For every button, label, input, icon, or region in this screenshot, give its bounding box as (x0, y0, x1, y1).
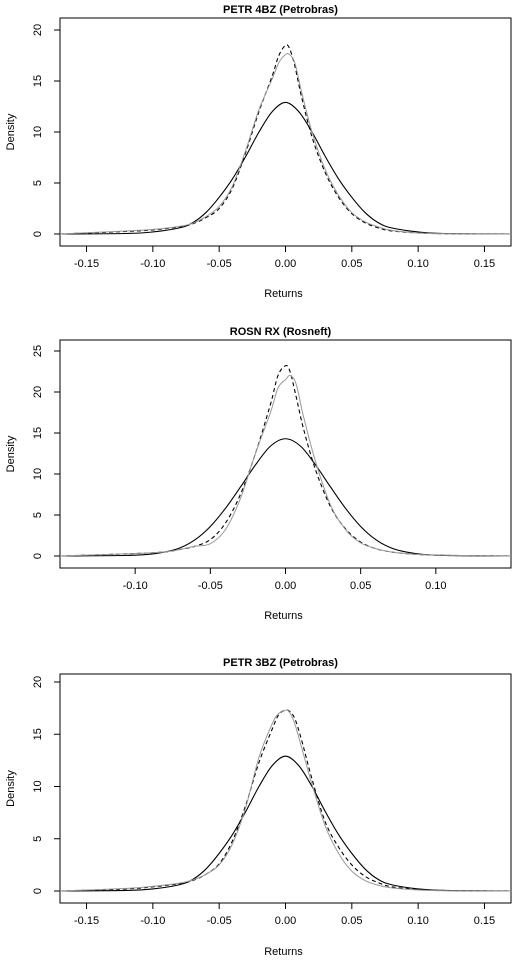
plot-frame (59, 17, 512, 247)
x-tick-label: 0.15 (474, 258, 495, 270)
series-line-solid-black (60, 438, 511, 557)
x-tick-label: -0.15 (74, 915, 99, 927)
series-line-dashed-black (60, 365, 511, 557)
chart-title: PETR 4BZ (Petrobras) (223, 4, 338, 16)
plot-frame (59, 339, 512, 569)
y-tick-label: 15 (32, 75, 44, 87)
y-axis-label: Density (5, 770, 17, 807)
y-axis-label: Density (5, 113, 17, 150)
x-tick-label: 0.05 (341, 258, 362, 270)
y-tick-label: 5 (32, 836, 44, 842)
series-line-solid-gray (60, 709, 511, 892)
y-tick-label: 10 (32, 780, 44, 792)
series-group (60, 365, 511, 557)
x-tick-label: 0.15 (474, 915, 495, 927)
y-tick-label: 15 (32, 427, 44, 439)
x-tick-label: 0.00 (275, 915, 296, 927)
y-axis-label: Density (5, 435, 17, 472)
x-tick-label: 0.05 (341, 915, 362, 927)
x-tick-label: 0.10 (407, 258, 428, 270)
chart-panel-2: ROSN RX (Rosneft) Returns Density -0.10 -0.0… (5, 326, 512, 622)
x-tick-label: -0.05 (198, 580, 223, 592)
series-group (60, 709, 511, 892)
x-tick-label: -0.15 (74, 258, 99, 270)
chart-title: ROSN RX (Rosneft) (230, 326, 332, 338)
x-tick-label: 0.10 (425, 580, 446, 592)
x-axis-label: Returns (264, 946, 303, 958)
y-tick-label: 5 (32, 180, 44, 186)
chart-title: PETR 3BZ (Petrobras) (223, 657, 338, 669)
y-tick-label: 10 (32, 126, 44, 138)
y-tick-label: 20 (32, 24, 44, 36)
y-tick-label: 20 (32, 386, 44, 398)
x-tick-label: 0.00 (275, 258, 296, 270)
y-tick-label: 15 (32, 728, 44, 740)
x-tick-label: -0.05 (207, 258, 232, 270)
x-tick-label: 0.10 (407, 915, 428, 927)
x-tick-label: -0.10 (123, 580, 148, 592)
series-line-solid-black (60, 755, 511, 892)
series-line-dashed-black (60, 44, 511, 235)
x-tick-label: -0.10 (140, 258, 165, 270)
series-line-dashed-black (60, 709, 511, 892)
series-line-solid-gray (60, 375, 511, 557)
x-axis-label: Returns (264, 610, 303, 622)
series-group (60, 44, 511, 235)
series-line-solid-gray (60, 52, 511, 235)
x-tick-label: -0.05 (207, 915, 232, 927)
x-tick-label: -0.10 (140, 915, 165, 927)
chart-panel-3: PETR 3BZ (Petrobras) Returns Density -0.15 -… (5, 657, 512, 958)
x-tick-label: 0.00 (275, 580, 296, 592)
plot-frame (59, 673, 512, 904)
y-tick-label: 0 (32, 231, 44, 237)
y-tick-label: 5 (32, 512, 44, 518)
x-tick-label: 0.05 (350, 580, 371, 592)
y-tick-label: 0 (32, 553, 44, 559)
y-tick-label: 0 (32, 888, 44, 894)
chart-panel-1: PETR 4BZ (Petrobras) Returns Density -0.15 -… (5, 4, 512, 300)
x-axis-label: Returns (264, 288, 303, 300)
y-tick-label: 10 (32, 468, 44, 480)
y-tick-label: 25 (32, 345, 44, 357)
series-line-solid-black (60, 101, 511, 235)
y-tick-label: 20 (32, 676, 44, 688)
